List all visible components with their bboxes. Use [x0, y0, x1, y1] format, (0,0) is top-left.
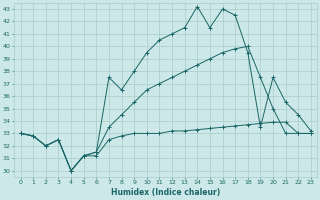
- X-axis label: Humidex (Indice chaleur): Humidex (Indice chaleur): [111, 188, 220, 197]
